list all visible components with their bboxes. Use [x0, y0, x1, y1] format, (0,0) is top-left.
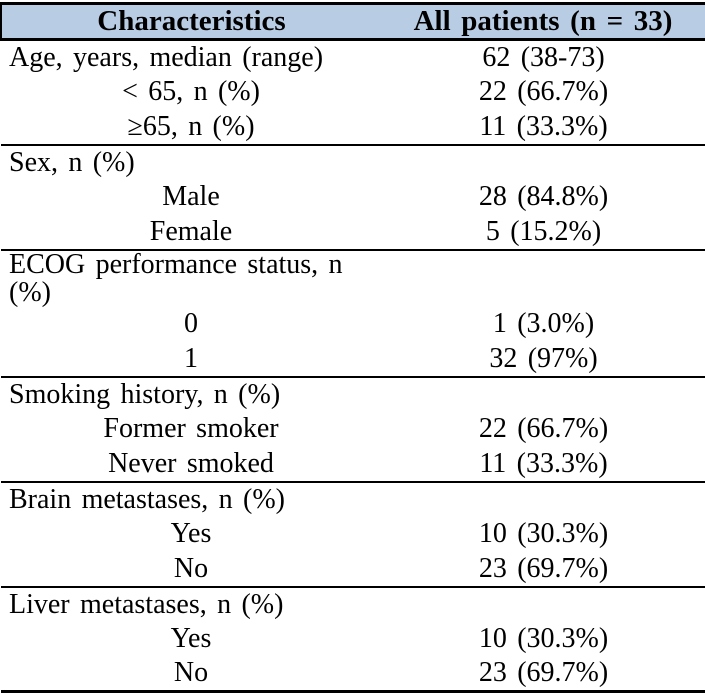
- row-label: Former smoker: [103, 413, 279, 444]
- section-header-row: Brain metastases, n (%): [1, 480, 705, 517]
- table-row: < 65, n (%) 22 (66.7%): [1, 75, 705, 110]
- row-label: No: [173, 552, 209, 584]
- row-value: [381, 248, 705, 307]
- table-body: Age, years, median (range) 62 (38-73) < 65…: [1, 40, 705, 692]
- section-header-row: Liver metastases, n (%): [1, 585, 705, 622]
- table-row: No 23 (69.7%): [1, 657, 705, 692]
- row-label: Never smoked: [108, 447, 274, 479]
- table-row: ≥65, n (%) 11 (33.3%): [1, 110, 705, 145]
- row-label: < 65, n (%): [122, 76, 260, 107]
- table-head: Characteristics All patients (n = 33): [0, 2, 705, 41]
- row-value: 23 (69.7%): [478, 552, 609, 584]
- row-value: [381, 375, 705, 412]
- row-label: Sex, n (%): [1, 143, 381, 180]
- row-label: Yes: [170, 518, 212, 549]
- row-value: 5 (15.2%): [485, 215, 602, 247]
- row-value: 1 (3.0%): [492, 308, 595, 339]
- row-value: [381, 585, 705, 622]
- table-row: Yes 10 (30.3%): [1, 517, 705, 552]
- table-row: Yes 10 (30.3%): [1, 622, 705, 657]
- table-row: Male 28 (84.8%): [1, 180, 705, 215]
- row-value: 28 (84.8%): [478, 181, 609, 212]
- row-label: Liver metastases, n (%): [1, 585, 381, 622]
- row-value: 10 (30.3%): [478, 518, 609, 549]
- row-value: 62 (38-73): [482, 41, 605, 73]
- row-label: Yes: [170, 623, 212, 654]
- row-label: ≥65, n (%): [127, 110, 255, 142]
- row-label: No: [173, 657, 209, 689]
- table-row: Never smoked 11 (33.3%): [1, 447, 705, 482]
- row-label: Female: [149, 215, 233, 247]
- column-header-all-patients: All patients (n = 33): [381, 2, 705, 41]
- row-label: 0: [184, 308, 198, 339]
- table-row: 0 1 (3.0%): [1, 307, 705, 342]
- table-row: Female 5 (15.2%): [1, 215, 705, 250]
- row-value: 22 (66.7%): [478, 76, 609, 107]
- table-row: Former smoker 22 (66.7%): [1, 412, 705, 447]
- row-label: Age, years, median (range): [9, 41, 324, 73]
- table-header-row: Characteristics All patients (n = 33): [0, 2, 705, 41]
- row-label: Smoking history, n (%): [1, 375, 381, 412]
- row-value: 32 (97%): [489, 342, 598, 374]
- table-row: No 23 (69.7%): [1, 552, 705, 587]
- row-value: 22 (66.7%): [478, 413, 609, 444]
- row-label: Brain metastases, n (%): [1, 480, 381, 517]
- section-header-row: Sex, n (%): [1, 143, 705, 180]
- section-header-row: ECOG performance status, n (%): [1, 248, 705, 307]
- section-header-row: Smoking history, n (%): [1, 375, 705, 412]
- section-header-row: Age, years, median (range) 62 (38-73): [1, 40, 705, 75]
- table-row: 1 32 (97%): [1, 342, 705, 377]
- row-value: [381, 143, 705, 180]
- row-value: 11 (33.3%): [479, 447, 608, 479]
- row-label: Male: [162, 181, 220, 212]
- column-header-characteristics: Characteristics: [0, 2, 381, 41]
- row-label: ECOG performance status, n (%): [1, 248, 381, 307]
- row-value: 23 (69.7%): [478, 657, 609, 689]
- row-value: 11 (33.3%): [479, 110, 608, 142]
- row-value: 10 (30.3%): [478, 623, 609, 654]
- row-label: 1: [184, 342, 198, 374]
- row-value: [381, 480, 705, 517]
